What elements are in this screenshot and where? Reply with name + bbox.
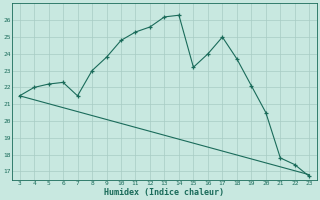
X-axis label: Humidex (Indice chaleur): Humidex (Indice chaleur): [104, 188, 224, 197]
